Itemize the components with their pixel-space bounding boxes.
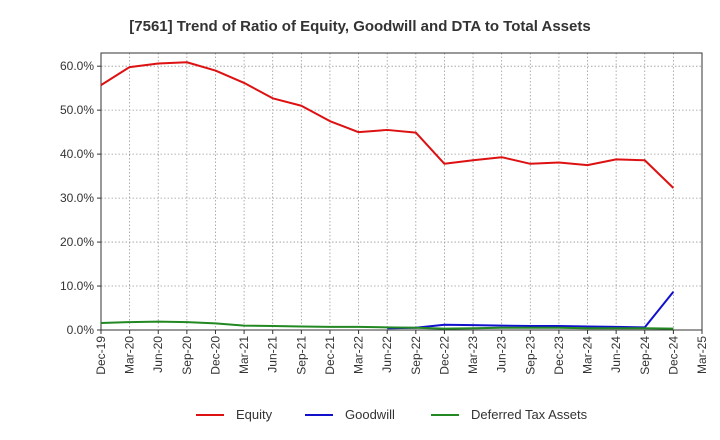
x-tick-label: Mar-24 bbox=[581, 336, 595, 374]
x-tick-label: Mar-25 bbox=[695, 336, 709, 374]
x-tick-label: Mar-22 bbox=[352, 336, 366, 374]
legend: Equity Goodwill Deferred Tax Assets bbox=[196, 407, 588, 422]
x-tick-label: Sep-23 bbox=[523, 336, 537, 375]
x-tick-label: Sep-24 bbox=[638, 336, 652, 375]
legend-label-equity: Equity bbox=[236, 407, 273, 422]
y-axis: 0.0% 10.0% 20.0% 30.0% 40.0% 50.0% 60.0% bbox=[60, 59, 101, 337]
x-tick-label: Dec-21 bbox=[323, 336, 337, 375]
x-tick-label: Mar-20 bbox=[123, 336, 137, 374]
series-layer bbox=[100, 61, 675, 330]
chart-title: [7561] Trend of Ratio of Equity, Goodwil… bbox=[129, 18, 590, 35]
x-tick-label: Dec-19 bbox=[94, 336, 108, 375]
y-tick-label: 20.0% bbox=[60, 235, 94, 249]
series-line-deferred-tax-assets bbox=[100, 320, 674, 330]
y-tick-label: 30.0% bbox=[60, 191, 94, 205]
y-tick-label: 50.0% bbox=[60, 103, 94, 117]
x-tick-label: Jun-21 bbox=[266, 336, 280, 373]
x-tick-label: Jun-23 bbox=[495, 336, 509, 373]
x-tick-label: Jun-20 bbox=[151, 336, 165, 373]
series-line-equity bbox=[100, 61, 675, 189]
plot-area bbox=[100, 52, 703, 331]
series-line-goodwill bbox=[387, 291, 675, 330]
x-tick-label: Dec-22 bbox=[437, 336, 451, 375]
x-tick-label: Jun-22 bbox=[380, 336, 394, 373]
x-tick-label: Dec-24 bbox=[666, 336, 680, 375]
x-tick-label: Jun-24 bbox=[609, 336, 623, 373]
y-tick-label: 40.0% bbox=[60, 147, 94, 161]
x-tick-label: Sep-21 bbox=[294, 336, 308, 375]
x-axis: Dec-19 Mar-20 Jun-20 Sep-20 Dec-20 Mar-21 Jun-… bbox=[94, 330, 709, 375]
grid bbox=[100, 53, 703, 331]
x-tick-label: Sep-20 bbox=[180, 336, 194, 375]
x-tick-label: Dec-23 bbox=[552, 336, 566, 375]
x-tick-label: Mar-21 bbox=[237, 336, 251, 374]
y-tick-label: 10.0% bbox=[60, 279, 94, 293]
y-tick-label: 0.0% bbox=[67, 323, 95, 337]
legend-label-goodwill: Goodwill bbox=[345, 407, 395, 422]
x-tick-label: Sep-22 bbox=[409, 336, 423, 375]
y-tick-label: 60.0% bbox=[60, 59, 94, 73]
legend-label-deferred-tax-assets: Deferred Tax Assets bbox=[471, 407, 588, 422]
x-tick-label: Mar-23 bbox=[466, 336, 480, 374]
x-tick-label: Dec-20 bbox=[208, 336, 222, 375]
